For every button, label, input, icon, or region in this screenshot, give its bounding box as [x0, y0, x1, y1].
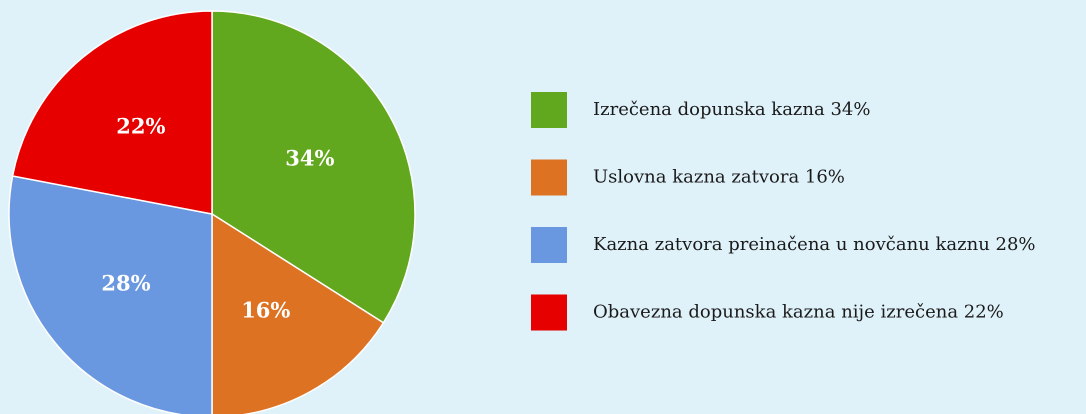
data-label: 28%	[101, 271, 150, 296]
legend-label: Obavezna dopunska kazna nije izrečena 22…	[593, 302, 1004, 323]
legend-label: Kazna zatvora preinačena u novčanu kaznu…	[593, 234, 1036, 255]
data-label: 34%	[285, 146, 334, 171]
legend-label: Izrečena dopunska kazna 34%	[593, 99, 870, 120]
legend-swatch	[531, 159, 567, 196]
pie-slice	[211, 212, 385, 414]
data-label: 16%	[241, 297, 290, 322]
legend-label: Uslovna kazna zatvora 16%	[593, 167, 845, 188]
legend-swatch	[531, 92, 567, 128]
legend-swatch	[531, 227, 567, 263]
pie-slice	[11, 10, 213, 215]
pie-slice	[211, 10, 416, 324]
pie-slice	[8, 175, 213, 414]
data-label: 22%	[116, 113, 165, 138]
legend-swatch	[531, 294, 567, 331]
